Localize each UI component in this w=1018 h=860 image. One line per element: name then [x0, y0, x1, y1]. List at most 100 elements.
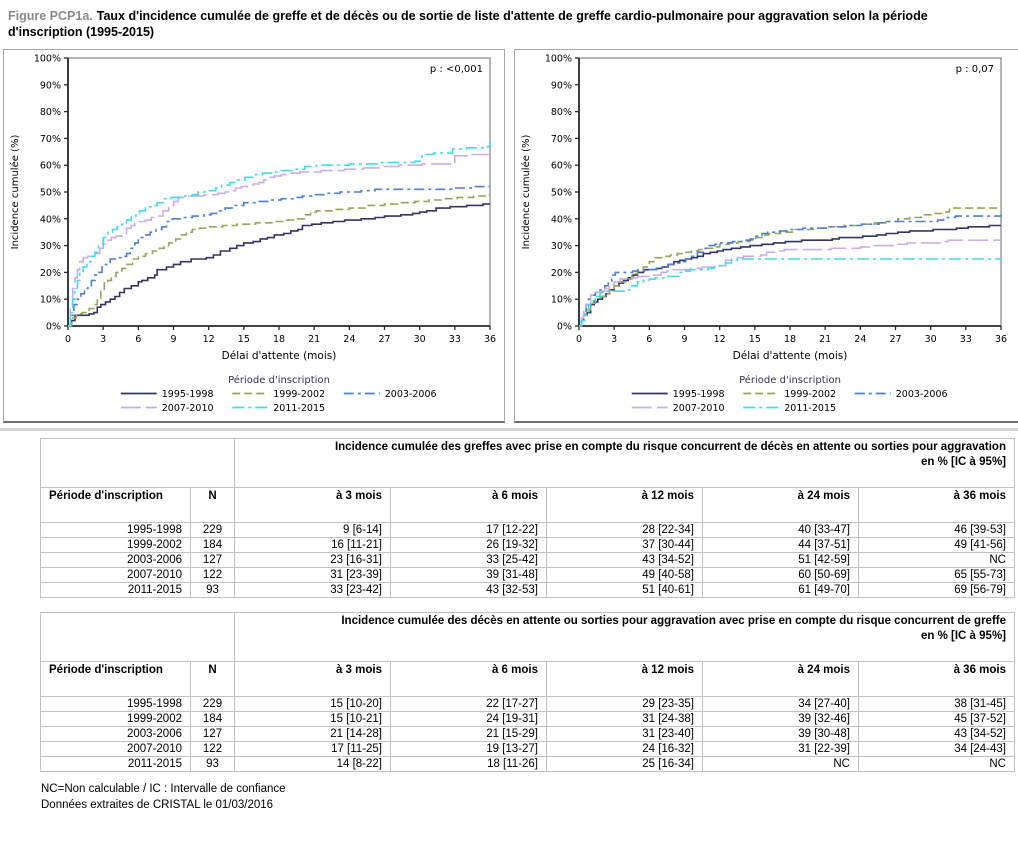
svg-text:9: 9 — [681, 334, 687, 345]
table-title-cell: Incidence cumulée des décès en attente o… — [234, 612, 1015, 662]
period-cell: 2003-2006 — [40, 726, 191, 742]
col-header-time-4: à 36 mois — [858, 487, 1015, 523]
legend-title: Période d'inscription — [228, 374, 330, 386]
chart-panel-right: 0% 10% 20% 30% 40% 50% 60% 70% 80% 90% 100% 0 3 6 9 12 1… — [514, 49, 1018, 423]
series-line-1995-1998 — [68, 203, 490, 327]
col-header-time-2: à 12 mois — [546, 487, 703, 523]
footnote-source: Données extraites de CRISTAL le 01/03/20… — [41, 798, 274, 811]
n-cell: 127 — [190, 552, 235, 568]
table-title-row: Incidence cumulée des greffes avec prise… — [40, 438, 1015, 488]
legend-label-2003-2006: 2003-2006 — [385, 389, 437, 400]
chart-panel-left: 0% 10% 20% 30% 40% 50% 60% 70% 80% 90% 100% 0 3 6 9 12 1… — [3, 49, 505, 423]
n-cell: 122 — [190, 741, 235, 757]
svg-text:27: 27 — [889, 334, 901, 345]
value-cell-2: 43 [34-52] — [546, 552, 703, 568]
svg-text:12: 12 — [714, 334, 726, 345]
legend-label-1995-1998: 1995-1998 — [673, 389, 725, 400]
value-cell-4: 43 [34-52] — [858, 726, 1015, 742]
value-cell-4: 69 [56-79] — [858, 582, 1015, 598]
legend-label-1999-2002: 1999-2002 — [273, 389, 325, 400]
figure-title: Figure PCP1a. Taux d'incidence cumulée de… — [0, 0, 968, 40]
legend: 1995-1998 1999-2002 2003-2006 2007-2010 2011… — [631, 389, 948, 414]
value-cell-3: 44 [37-51] — [702, 537, 859, 553]
value-cell-4: 34 [24-43] — [858, 741, 1015, 757]
value-cell-2: 25 [16-34] — [546, 756, 703, 772]
value-cell-2: 24 [16-32] — [546, 741, 703, 757]
table-row: 1999-2002 184 15 [10-21] 24 [19-31] 31 [24-3… — [40, 711, 1015, 727]
svg-text:90%: 90% — [551, 80, 572, 91]
n-cell: 184 — [190, 711, 235, 727]
value-cell-4: NC — [858, 756, 1015, 772]
svg-text:60%: 60% — [40, 161, 61, 172]
incidence-greffe-chart: 0%10%20%30%40%50%60%70%80%90%100%0 3 6 9 12 1… — [9, 54, 496, 415]
col-header-period: Période d'inscription — [40, 661, 191, 697]
value-cell-1: 21 [15-29] — [390, 726, 547, 742]
svg-text:15: 15 — [238, 334, 250, 345]
svg-text:20%: 20% — [40, 268, 61, 279]
value-cell-3: 40 [33-47] — [702, 522, 859, 538]
svg-text:18: 18 — [273, 334, 285, 345]
legend-title: Période d'inscription — [739, 374, 841, 386]
value-cell-2: 28 [22-34] — [546, 522, 703, 538]
n-cell: 127 — [190, 726, 235, 742]
value-cell-4: NC — [858, 552, 1015, 568]
col-header-time-3: à 24 mois — [702, 661, 859, 697]
value-cell-1: 43 [32-53] — [390, 582, 547, 598]
value-cell-3: 51 [42-59] — [702, 552, 859, 568]
period-cell: 2007-2010 — [40, 567, 191, 583]
table-corner-cell — [40, 612, 235, 662]
value-cell-1: 18 [11-26] — [390, 756, 547, 772]
svg-text:36: 36 — [995, 334, 1007, 345]
y-axis-ticks: 0% 10% 20% 30% 40% 50% 60% 70% 80% 90% 100% — [34, 54, 68, 333]
legend-label-2007-2010: 2007-2010 — [162, 403, 214, 414]
period-cell: 1995-1998 — [40, 522, 191, 538]
series-line-2011-2015 — [68, 141, 491, 327]
value-cell-4: 46 [39-53] — [858, 522, 1015, 538]
svg-text:0%: 0% — [557, 322, 572, 333]
value-cell-3: NC — [702, 756, 859, 772]
period-cell: 1999-2002 — [40, 537, 191, 553]
value-cell-0: 15 [10-20] — [234, 696, 391, 712]
value-cell-0: 16 [11-21] — [234, 537, 391, 553]
n-cell: 229 — [190, 522, 235, 538]
plot-frame — [578, 57, 1002, 327]
series-line-1999-2002 — [68, 193, 490, 327]
value-cell-2: 31 [24-38] — [546, 711, 703, 727]
svg-text:21: 21 — [819, 334, 831, 345]
col-header-n: N — [190, 487, 235, 523]
value-cell-0: 15 [10-21] — [234, 711, 391, 727]
value-cell-1: 22 [17-27] — [390, 696, 547, 712]
p-value-label: p : 0,07 — [956, 64, 994, 75]
value-cell-2: 49 [40-58] — [546, 567, 703, 583]
svg-text:20%: 20% — [551, 268, 572, 279]
section-divider — [0, 428, 1018, 431]
col-header-time-4: à 36 mois — [858, 661, 1015, 697]
legend-label-1999-2002: 1999-2002 — [784, 389, 836, 400]
svg-text:100%: 100% — [545, 54, 572, 65]
svg-text:100%: 100% — [34, 54, 61, 65]
value-cell-4: 65 [55-73] — [858, 567, 1015, 583]
svg-text:50%: 50% — [551, 188, 572, 199]
period-cell: 1999-2002 — [40, 711, 191, 727]
table-row: 1995-1998 229 15 [10-20] 22 [17-27] 29 [23-3… — [40, 696, 1015, 712]
col-header-time-0: à 3 mois — [234, 487, 391, 523]
svg-text:3: 3 — [100, 334, 106, 345]
table-row: 2011-2015 93 14 [8-22] 18 [11-26] 25 [16-34]… — [40, 756, 1015, 772]
footnote-nc: NC=Non calculable / IC : Intervalle de c… — [41, 783, 286, 795]
value-cell-2: 31 [23-40] — [546, 726, 703, 742]
value-cell-4: 38 [31-45] — [858, 696, 1015, 712]
legend-label-1995-1998: 1995-1998 — [162, 389, 214, 400]
value-cell-3: 34 [27-40] — [702, 696, 859, 712]
svg-text:27: 27 — [378, 334, 390, 345]
legend-label-2011-2015: 2011-2015 — [784, 403, 836, 414]
svg-text:33: 33 — [960, 334, 972, 345]
charts-row: 0% 10% 20% 30% 40% 50% 60% 70% 80% 90% 100% 0 3 6 9 12 1… — [3, 49, 1018, 423]
value-cell-0: 14 [8-22] — [234, 756, 391, 772]
svg-text:0: 0 — [65, 334, 71, 345]
svg-text:60%: 60% — [551, 161, 572, 172]
value-cell-1: 33 [25-42] — [390, 552, 547, 568]
svg-text:80%: 80% — [551, 107, 572, 118]
svg-text:15: 15 — [749, 334, 761, 345]
